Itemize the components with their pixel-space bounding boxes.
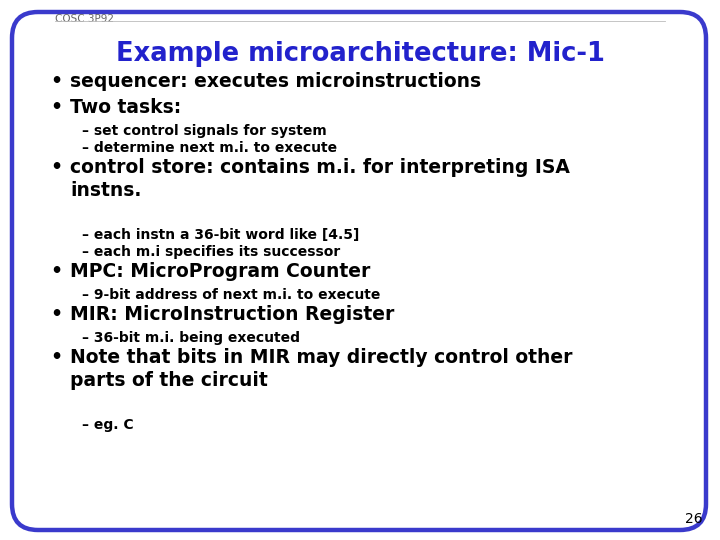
Text: Note that bits in MIR may directly control other
parts of the circuit: Note that bits in MIR may directly contr… (70, 348, 572, 390)
Text: – eg. C: – eg. C (82, 418, 134, 432)
Text: •: • (50, 72, 62, 91)
Text: •: • (50, 305, 62, 324)
Text: •: • (50, 348, 62, 367)
Text: sequencer: executes microinstructions: sequencer: executes microinstructions (70, 72, 481, 91)
Text: •: • (50, 262, 62, 281)
Text: – set control signals for system: – set control signals for system (82, 124, 327, 138)
Text: MIR: MicroInstruction Register: MIR: MicroInstruction Register (70, 305, 395, 324)
Text: 26: 26 (685, 512, 703, 526)
Text: – 36-bit m.i. being executed: – 36-bit m.i. being executed (82, 331, 300, 345)
Text: – each instn a 36-bit word like [4.5]: – each instn a 36-bit word like [4.5] (82, 228, 359, 242)
Text: •: • (50, 158, 62, 177)
Text: •: • (50, 98, 62, 117)
Text: Example microarchitecture: Mic-1: Example microarchitecture: Mic-1 (116, 41, 604, 67)
Text: Two tasks:: Two tasks: (70, 98, 181, 117)
Text: MPC: MicroProgram Counter: MPC: MicroProgram Counter (70, 262, 370, 281)
Text: control store: contains m.i. for interpreting ISA
instns.: control store: contains m.i. for interpr… (70, 158, 570, 200)
Text: – 9-bit address of next m.i. to execute: – 9-bit address of next m.i. to execute (82, 288, 380, 302)
FancyBboxPatch shape (12, 12, 706, 530)
Text: COSC 3P92: COSC 3P92 (55, 14, 114, 24)
Text: – determine next m.i. to execute: – determine next m.i. to execute (82, 141, 337, 155)
Text: – each m.i specifies its successor: – each m.i specifies its successor (82, 245, 341, 259)
